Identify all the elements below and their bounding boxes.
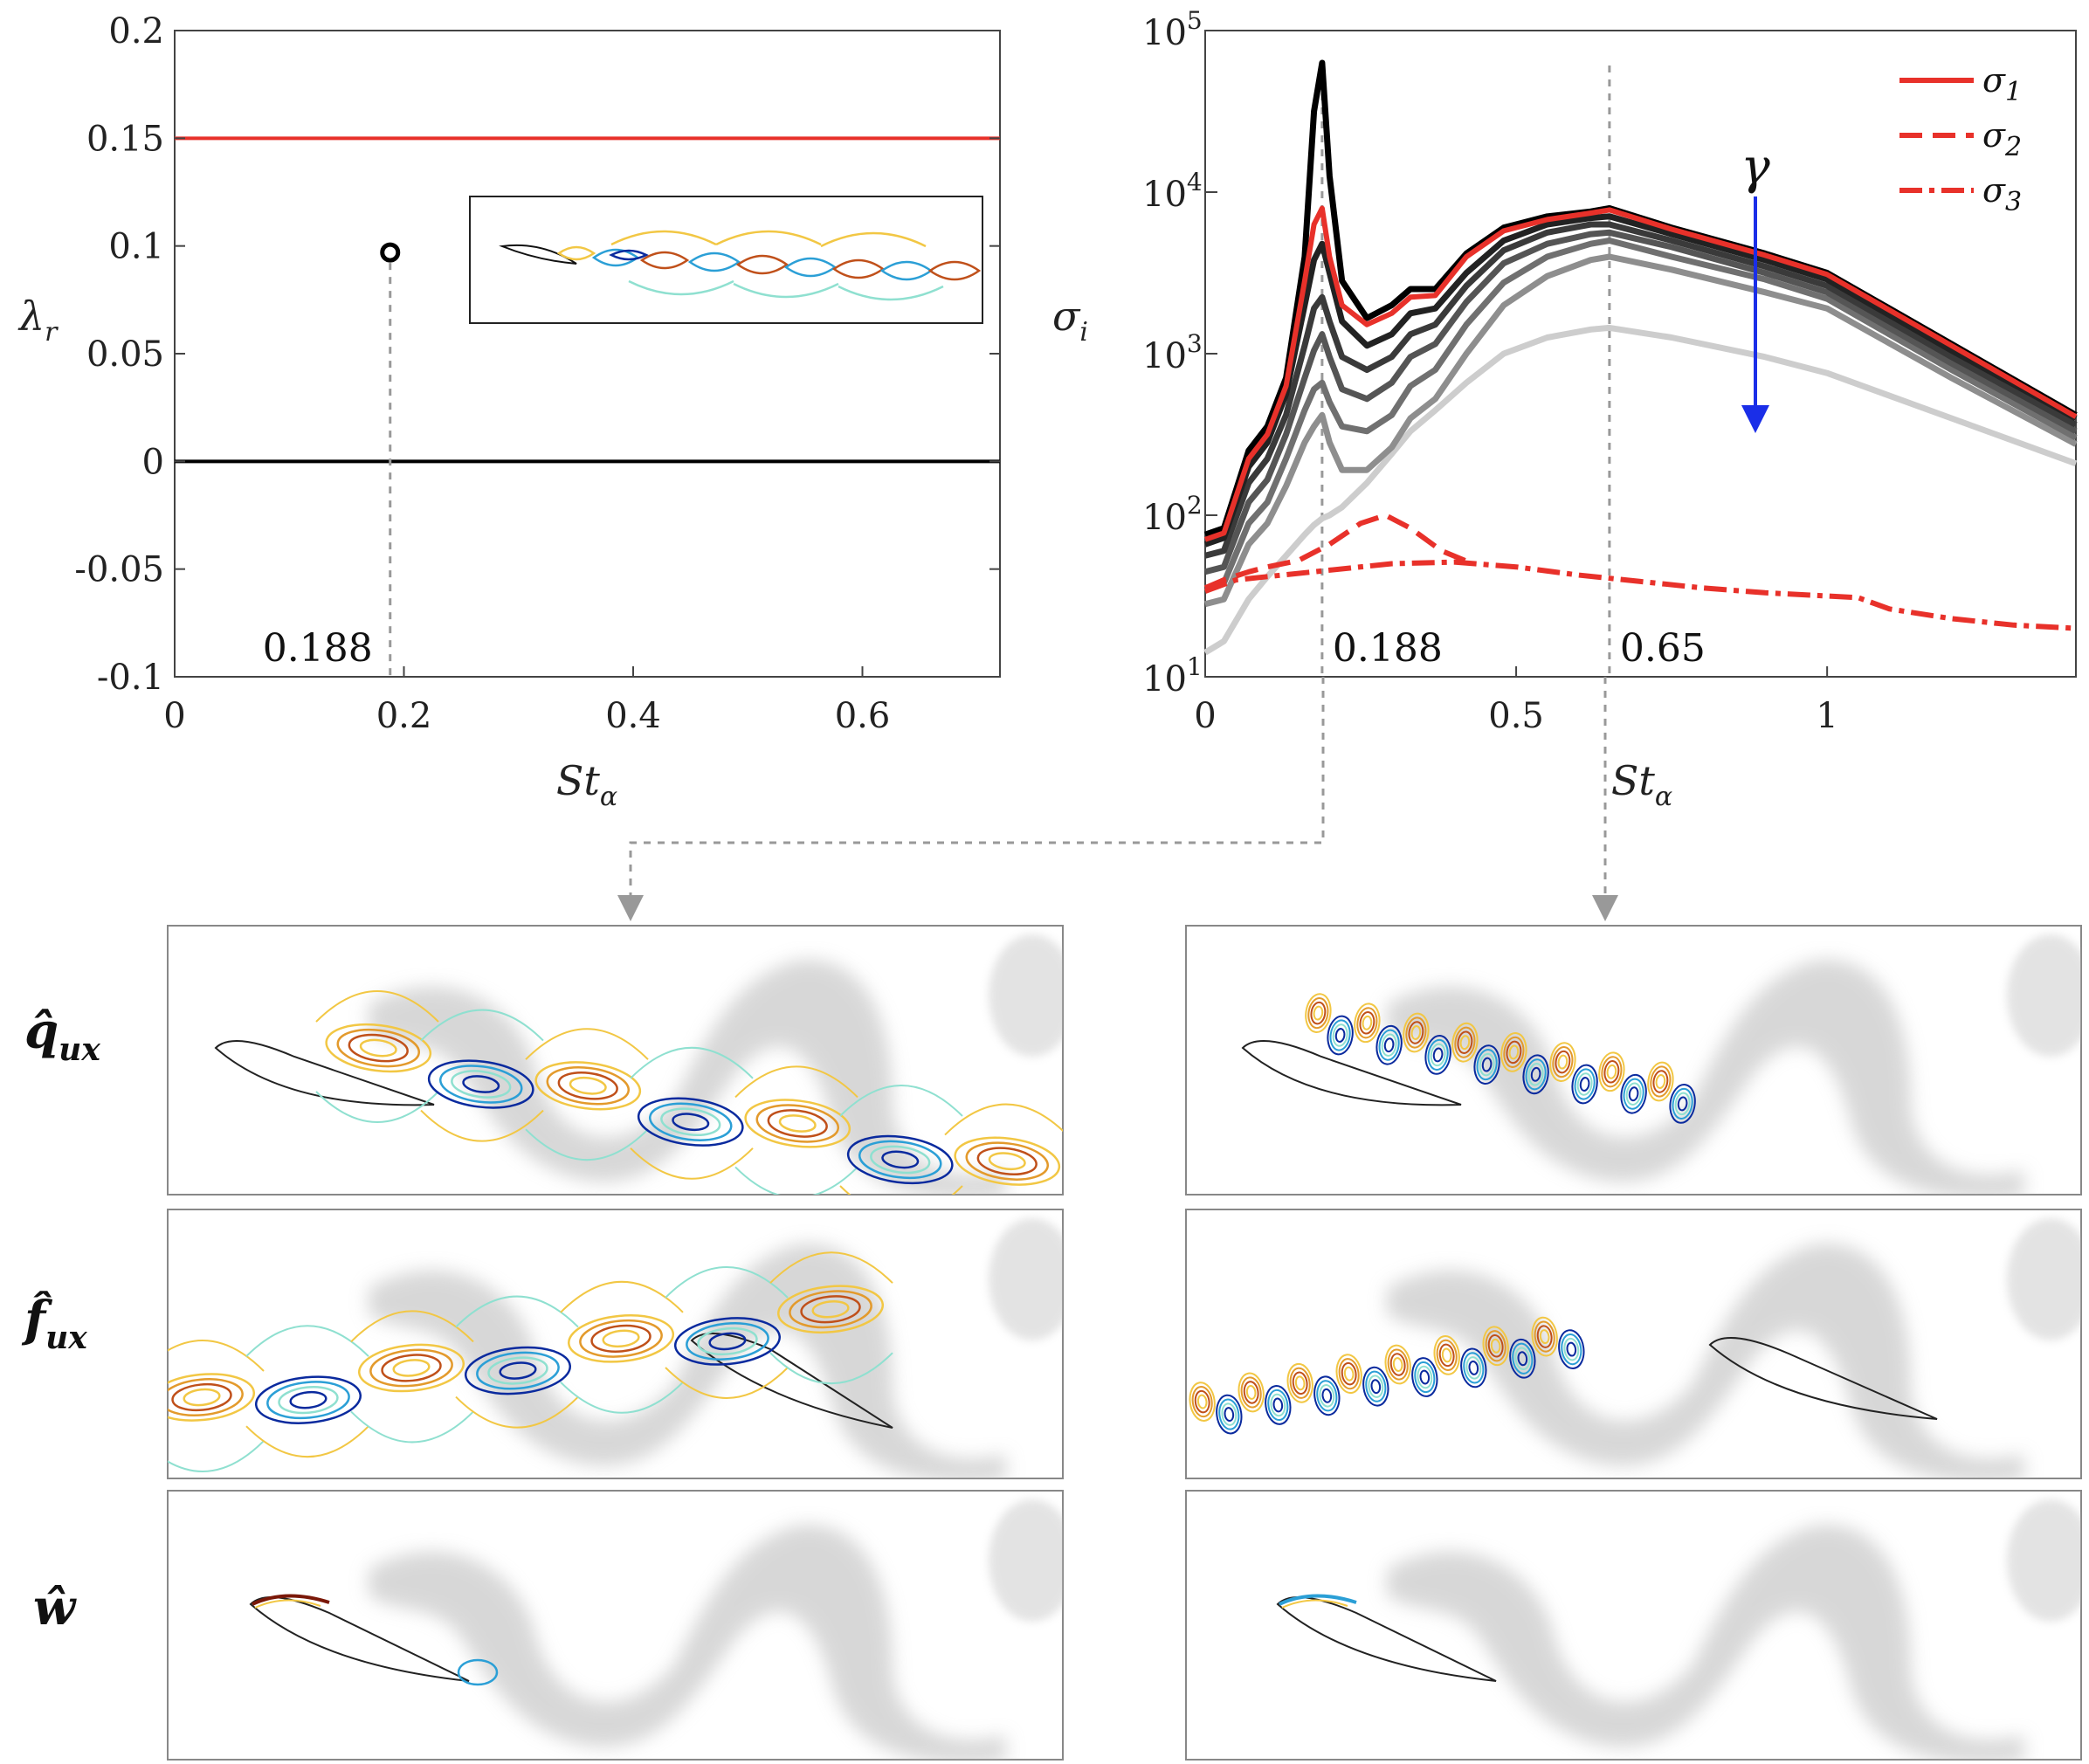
eigenvalue-x-tick-label: 0 (163, 696, 185, 736)
legend-label-sigma2: σ2 (1982, 116, 2022, 162)
resolvent-y-axis-label: σi (1052, 293, 1088, 348)
eigenvalue-x-tick-label: 0.6 (835, 696, 891, 736)
gamma-gain-curve (1204, 221, 2078, 559)
gamma-gain-curve (1203, 324, 2078, 656)
row-label-response: q̂ux (24, 1003, 100, 1068)
gain-y-tick-label: 104 (1142, 168, 1203, 215)
eigenvalue-x-axis-label: Stα (556, 757, 617, 812)
legend-label-sigma3: σ3 (1982, 171, 2022, 217)
gain-series-2 (1203, 513, 1474, 591)
eigenvalue-y-tick-label: 0.05 (86, 334, 164, 375)
gain-y-tick-label: 101 (1142, 652, 1203, 699)
gain-series-1 (1204, 205, 2078, 542)
legend-label-sigma1: σ1 (1982, 61, 2022, 107)
gain-marker-label-0: 0.188 (1333, 626, 1443, 671)
eigenvalue-chart: 0.188 0 0.2 0.4 0.6 0.2 0.15 0.1 0.05 0 -0.05 -0.… (17, 11, 1001, 812)
gamma-arrow-label: γ (1741, 139, 1770, 196)
eigenvalue-point (380, 242, 401, 263)
gain-y-tick-label: 103 (1142, 329, 1203, 376)
row-label-forcing: f̂ux (21, 1290, 87, 1356)
mode-panel-weight-high (1185, 1490, 2082, 1761)
eigenvalue-y-axis-label: λr (17, 293, 59, 348)
gamma-gain-curve (1204, 229, 2078, 575)
mode-panel-resp-low (167, 925, 1064, 1196)
eigenvalue-y-tick-label: -0.05 (74, 550, 164, 590)
mode-panel-force-high (1185, 1209, 2082, 1479)
mode-panel-force-low (167, 1209, 1064, 1479)
mode-panel-resp-high (1185, 925, 2082, 1196)
gain-x-tick-label: 0 (1194, 696, 1216, 736)
eigenvalue-marker-label: 0.188 (263, 626, 373, 671)
gain-y-tick-label: 102 (1142, 491, 1203, 538)
gamma-gain-curve (1203, 213, 2078, 548)
gain-y-tick-label: 105 (1142, 6, 1203, 53)
gain-series-3 (1203, 559, 2077, 631)
connector-0188 (617, 677, 1325, 921)
mode-panel-weight-low (167, 1490, 1064, 1761)
row-label-weight: ŵ (33, 1579, 77, 1637)
eigenvalue-x-tick-label: 0.4 (605, 696, 661, 736)
legend: σ1 σ2 σ3 (1899, 61, 2022, 217)
gamma-gain-curve (1204, 238, 2078, 591)
eigenvalue-plot-frame (174, 30, 1001, 678)
eigenmode-inset (469, 196, 983, 324)
eigenvalue-y-tick-label: -0.1 (97, 658, 164, 698)
mode-panels: q̂ux f̂ux ŵ (21, 925, 2082, 1761)
gamma-gain-curve (1204, 253, 2078, 608)
gain-marker-label-1: 0.65 (1620, 626, 1706, 671)
gain-x-tick-label: 0.5 (1488, 696, 1544, 736)
eigenvalue-x-tick-label: 0.2 (376, 696, 432, 736)
connector-arrows (617, 677, 1618, 921)
eigenvalue-y-tick-label: 0.15 (86, 119, 164, 159)
gain-x-tick-label: 1 (1816, 696, 1837, 736)
resolvent-gain-chart: 0.188 0.65 0 0.5 1 105 104 103 102 101 Stα σi γ… (1052, 6, 2078, 812)
eigenvalue-y-tick-label: 0.2 (108, 11, 164, 52)
resolvent-x-axis-label: Stα (1611, 757, 1672, 812)
eigenvalue-y-tick-label: 0 (142, 442, 164, 482)
eigenvalue-y-tick-label: 0.1 (108, 227, 164, 267)
